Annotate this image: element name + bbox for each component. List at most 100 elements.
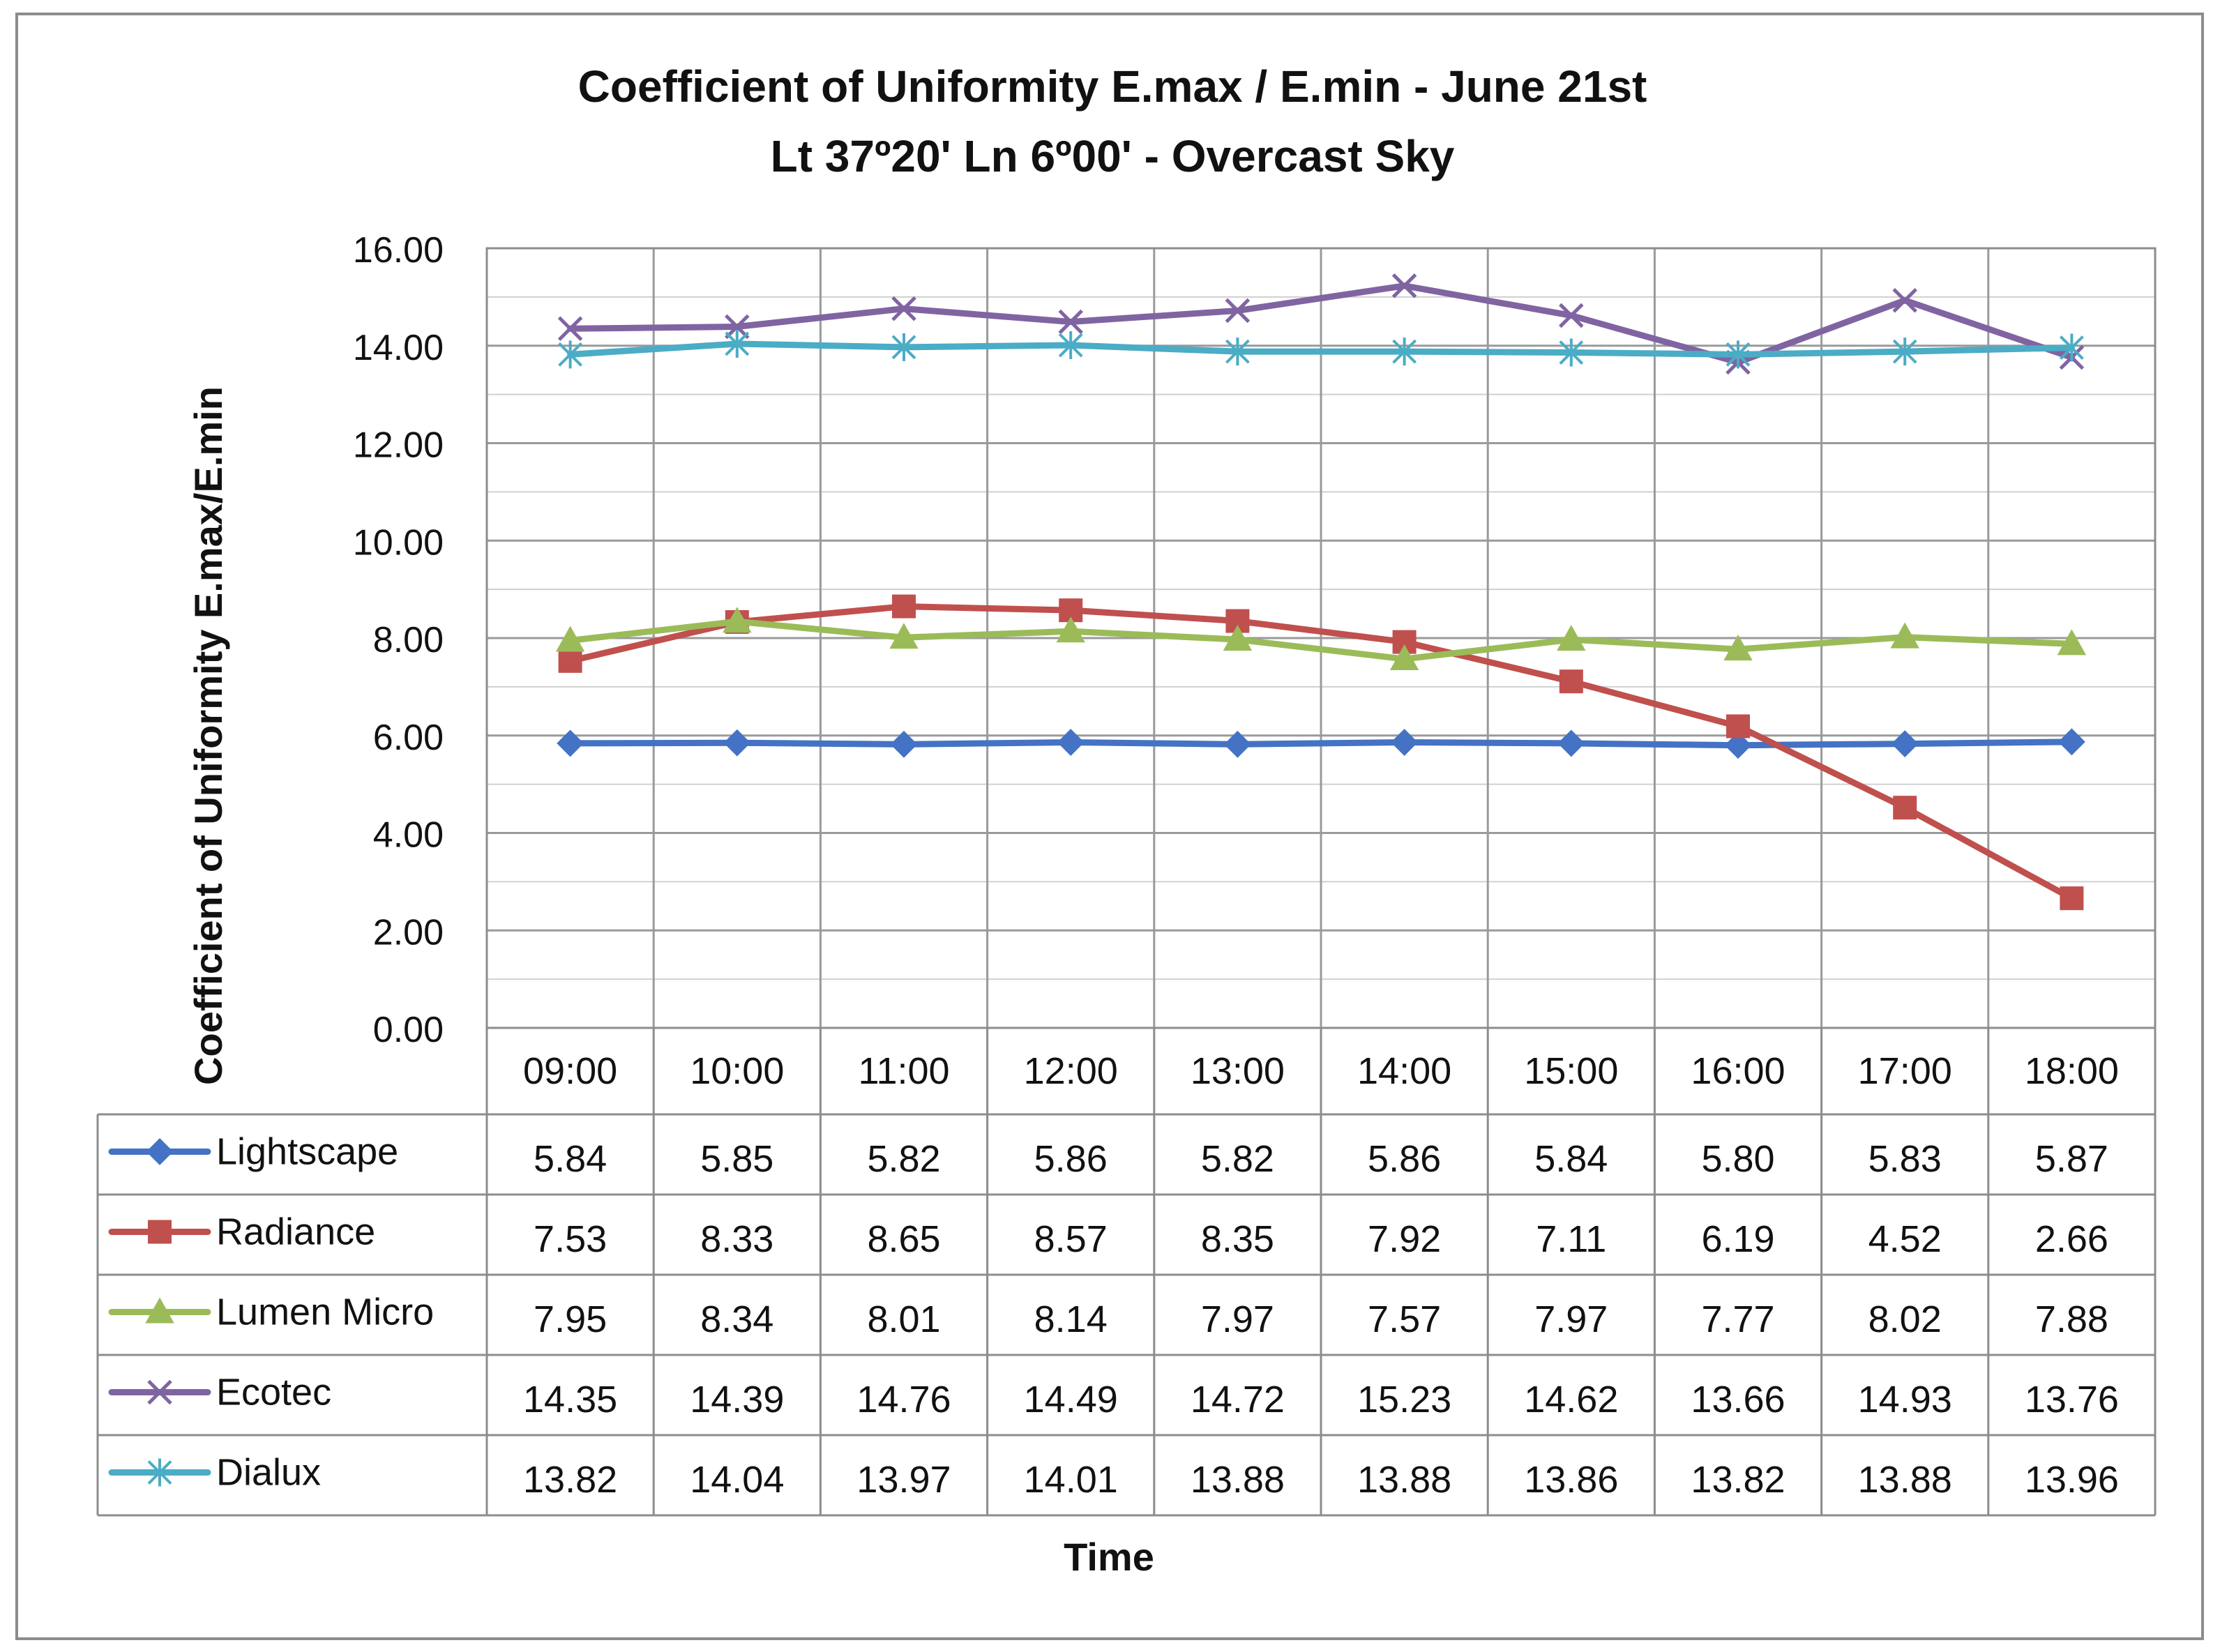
legend-label-lightscape: Lightscape bbox=[216, 1131, 398, 1173]
legend-label-dialux: Dialux bbox=[216, 1452, 321, 1494]
series-layer bbox=[555, 273, 2087, 911]
table-cell-lightscape: 5.82 bbox=[1201, 1138, 1274, 1180]
data-point-radiance bbox=[1893, 796, 1917, 820]
data-point-lumen-micro bbox=[1890, 622, 1919, 649]
table-cell-dialux: 13.88 bbox=[1858, 1459, 1952, 1501]
chart-subtitle: Lt 37º20' Ln 6º00' - Overcast Sky bbox=[771, 131, 1455, 181]
data-point-lumen-micro bbox=[555, 626, 585, 652]
table-cell-dialux: 13.88 bbox=[1357, 1459, 1451, 1501]
data-point-lumen-micro bbox=[2057, 629, 2087, 656]
data-point-radiance bbox=[1726, 714, 1750, 738]
data-point-dialux bbox=[1559, 338, 1584, 367]
y-tick-label: 12.00 bbox=[353, 425, 444, 466]
data-point-lumen-micro bbox=[1056, 616, 1085, 643]
table-cell-lightscape: 5.87 bbox=[2035, 1138, 2108, 1180]
table-cell-lightscape: 5.82 bbox=[867, 1138, 940, 1180]
table-cell-dialux: 13.82 bbox=[1691, 1459, 1785, 1501]
table-cell-lumen-micro: 8.34 bbox=[700, 1298, 773, 1340]
y-tick-label: 16.00 bbox=[353, 230, 444, 271]
x-tick-label: 13:00 bbox=[1191, 1050, 1285, 1092]
series-lightscape bbox=[557, 728, 2085, 759]
series-lumen-micro bbox=[555, 607, 2087, 671]
data-point-lightscape bbox=[1891, 730, 1919, 758]
grid-layer bbox=[485, 247, 2157, 1029]
data-point-lightscape bbox=[890, 730, 918, 758]
legend-marker-lightscape bbox=[146, 1138, 174, 1165]
data-point-lightscape bbox=[2057, 728, 2085, 756]
legend-entry-lightscape: Lightscape bbox=[108, 1131, 398, 1173]
data-point-lightscape bbox=[1391, 729, 1419, 756]
table-cell-ecotec: 15.23 bbox=[1357, 1379, 1451, 1420]
x-tick-label: 16:00 bbox=[1691, 1050, 1785, 1092]
data-point-lumen-micro bbox=[723, 607, 752, 633]
legend-label-ecotec: Ecotec bbox=[216, 1372, 331, 1414]
table-cell-radiance: 8.33 bbox=[700, 1218, 773, 1260]
data-point-lightscape bbox=[557, 729, 584, 757]
data-point-radiance bbox=[558, 649, 582, 673]
table-cell-radiance: 7.92 bbox=[1368, 1218, 1441, 1260]
legend-entry-radiance: Radiance bbox=[108, 1211, 375, 1253]
data-point-lightscape bbox=[1557, 729, 1585, 757]
x-axis-title: Time bbox=[1064, 1535, 1154, 1579]
series-line-ecotec bbox=[567, 282, 2075, 366]
data-point-lumen-micro bbox=[1723, 635, 1753, 661]
data-table: 09:00 10:00 11:00 12:00 13:00 14:00 15:00 16:00… bbox=[96, 1028, 2157, 1517]
table-cell-lightscape: 5.80 bbox=[1701, 1138, 1774, 1180]
data-point-dialux bbox=[558, 340, 583, 369]
data-point-ecotec bbox=[1559, 303, 1584, 328]
series-dialux bbox=[558, 329, 2084, 369]
table-cell-ecotec: 14.93 bbox=[1858, 1379, 1952, 1420]
table-cell-ecotec: 14.62 bbox=[1524, 1379, 1618, 1420]
table-cell-lumen-micro: 7.97 bbox=[1201, 1298, 1274, 1340]
data-point-ecotec bbox=[1892, 287, 1917, 313]
table-cell-lightscape: 5.86 bbox=[1034, 1138, 1108, 1180]
data-point-dialux bbox=[1726, 340, 1751, 369]
table-cell-ecotec: 14.76 bbox=[856, 1379, 951, 1420]
legend-label-radiance: Radiance bbox=[216, 1211, 375, 1253]
table-cell-radiance: 7.11 bbox=[1536, 1218, 1606, 1260]
series-line-lumen-micro bbox=[567, 618, 2075, 662]
table-cell-radiance: 8.65 bbox=[867, 1218, 940, 1260]
y-tick-label: 6.00 bbox=[373, 718, 444, 758]
table-cell-lightscape: 5.86 bbox=[1368, 1138, 1441, 1180]
y-tick-label: 10.00 bbox=[353, 522, 444, 563]
data-point-lumen-micro bbox=[889, 623, 919, 649]
table-cell-lightscape: 5.84 bbox=[534, 1138, 607, 1180]
table-cell-lumen-micro: 7.88 bbox=[2035, 1298, 2108, 1340]
data-point-ecotec bbox=[557, 316, 583, 342]
data-point-ecotec bbox=[1225, 298, 1251, 324]
data-point-ecotec bbox=[891, 296, 916, 321]
x-tick-label: 17:00 bbox=[1858, 1050, 1952, 1092]
legend-entry-ecotec: Ecotec bbox=[108, 1372, 331, 1414]
y-tick-label: 14.00 bbox=[353, 328, 444, 368]
data-point-dialux bbox=[1058, 331, 1083, 360]
data-point-dialux bbox=[891, 333, 916, 361]
series-line-dialux bbox=[567, 340, 2075, 358]
table-cell-ecotec: 14.39 bbox=[690, 1379, 784, 1420]
table-cell-ecotec: 13.66 bbox=[1691, 1379, 1785, 1420]
y-tick-label: 8.00 bbox=[373, 620, 444, 660]
table-cell-lumen-micro: 7.57 bbox=[1368, 1298, 1441, 1340]
x-tick-label: 10:00 bbox=[690, 1050, 784, 1092]
x-tick-label: 12:00 bbox=[1024, 1050, 1118, 1092]
data-point-radiance bbox=[1559, 669, 1583, 694]
legend-entry-lumen-micro: Lumen Micro bbox=[108, 1291, 434, 1333]
x-tick-label: 11:00 bbox=[858, 1050, 949, 1092]
table-cell-ecotec: 14.72 bbox=[1191, 1379, 1285, 1420]
table-cell-ecotec: 13.76 bbox=[2025, 1379, 2119, 1420]
data-point-lightscape bbox=[1057, 729, 1085, 756]
y-tick-label: 2.00 bbox=[373, 912, 444, 953]
table-cell-dialux: 14.04 bbox=[690, 1459, 784, 1501]
table-cell-radiance: 7.53 bbox=[534, 1218, 607, 1260]
table-cell-radiance: 8.57 bbox=[1034, 1218, 1108, 1260]
table-cell-lumen-micro: 7.77 bbox=[1701, 1298, 1774, 1340]
table-cell-ecotec: 14.35 bbox=[523, 1379, 617, 1420]
table-cell-lumen-micro: 7.95 bbox=[534, 1298, 607, 1340]
table-cell-dialux: 14.01 bbox=[1024, 1459, 1118, 1501]
data-point-radiance bbox=[2060, 886, 2084, 911]
table-cell-lumen-micro: 7.97 bbox=[1534, 1298, 1608, 1340]
table-cell-radiance: 2.66 bbox=[2035, 1218, 2108, 1260]
data-point-ecotec bbox=[1391, 273, 1417, 298]
legend-marker-dialux bbox=[147, 1458, 172, 1487]
